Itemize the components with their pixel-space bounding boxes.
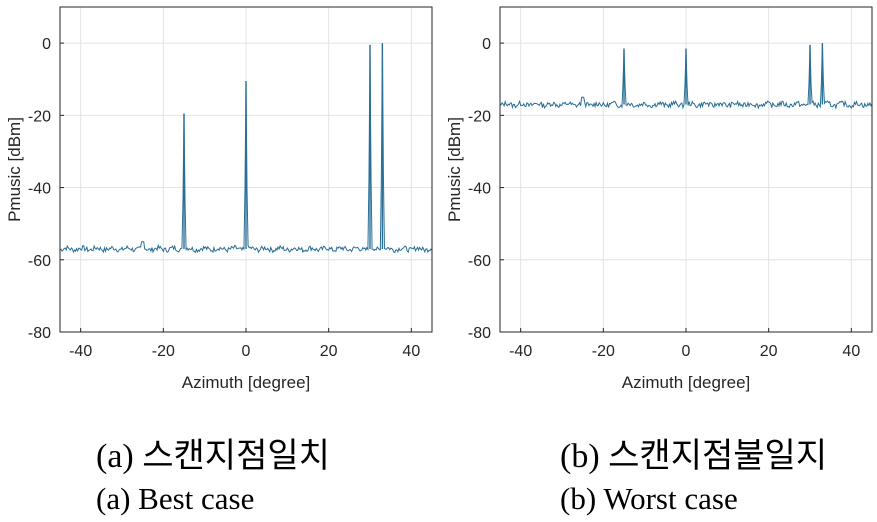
caption-b-english: (b) Worst case xyxy=(560,481,738,516)
y-tick-label: -20 xyxy=(468,108,491,125)
caption-a-korean: (a) 스캔지점일치 xyxy=(96,438,330,475)
y-tick-label: 0 xyxy=(482,36,491,53)
y-tick-label: -60 xyxy=(28,253,51,270)
x-tick-label: -40 xyxy=(509,343,532,360)
x-axis-label: Azimuth [degree] xyxy=(622,373,751,392)
y-tick-label: -60 xyxy=(468,253,491,270)
chart-panel-a: -40 -20 0 20 40 0 -20 -40 -60 -80 Azimuth [degree]… xyxy=(5,6,433,392)
x-axis-label: Azimuth [degree] xyxy=(182,373,311,392)
x-tick-label: -20 xyxy=(152,343,175,360)
x-tick-label: 0 xyxy=(682,343,691,360)
y-axis-label: Pmusic [dBm] xyxy=(445,117,464,222)
y-tick-label: -20 xyxy=(28,108,51,125)
x-tick-label: 0 xyxy=(242,343,251,360)
x-tick-label: -40 xyxy=(69,343,92,360)
caption-a-english: (a) Best case xyxy=(96,481,255,516)
y-tick-label: -80 xyxy=(28,325,51,342)
x-tick-label: 40 xyxy=(842,343,860,360)
x-tick-label: 40 xyxy=(402,343,420,360)
x-tick-label: 20 xyxy=(760,343,778,360)
y-axis-label: Pmusic [dBm] xyxy=(5,117,24,222)
y-tick-label: 0 xyxy=(42,36,51,53)
y-tick-label: -40 xyxy=(28,181,51,198)
x-tick-label: 20 xyxy=(320,343,338,360)
y-tick-label: -40 xyxy=(468,181,491,198)
chart-panel-b: -40 -20 0 20 40 0 -20 -40 -60 -80 Azimuth [degree]… xyxy=(445,6,873,392)
y-tick-label: -80 xyxy=(468,325,491,342)
caption-b-korean: (b) 스캔지점불일지 xyxy=(560,438,828,475)
x-tick-label: -20 xyxy=(592,343,615,360)
